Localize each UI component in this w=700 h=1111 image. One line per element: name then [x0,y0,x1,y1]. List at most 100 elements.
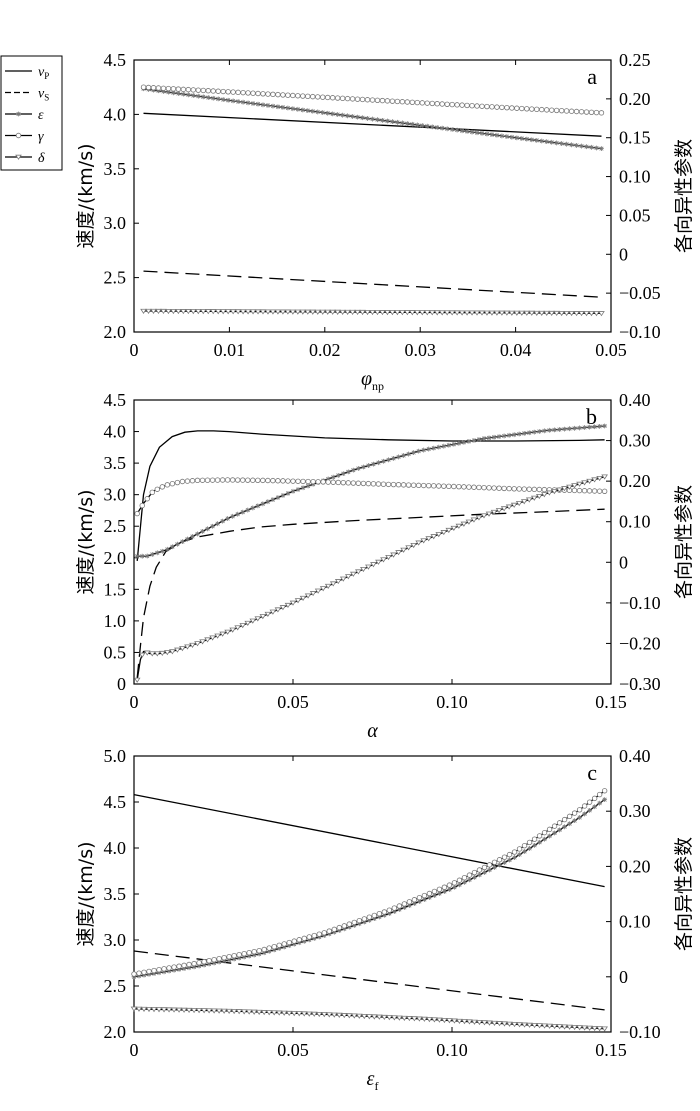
series-marker-80 [536,486,542,493]
series-marker-67 [467,877,472,883]
series-marker-35 [314,309,322,315]
series-marker-92 [598,311,605,317]
series-marker-47 [370,562,377,568]
series-marker-15 [209,635,216,641]
series-δ [130,1006,608,1032]
series-marker-87 [566,1024,573,1030]
series-marker-63 [454,102,460,108]
series-marker-50 [385,554,392,561]
series-marker-27 [275,104,281,110]
series-marker-32 [290,1011,298,1017]
series-marker-20 [240,99,246,105]
series-marker-77 [524,106,530,112]
series-marker-55 [414,99,420,106]
series-marker-25 [255,1009,263,1015]
series-marker-68 [472,874,477,880]
series-marker-85 [561,486,568,492]
series-marker-34 [301,938,307,944]
series-marker-67 [466,872,473,878]
series-marker-89 [576,1025,583,1031]
series-marker-31 [285,1010,293,1017]
series-marker-25 [260,501,266,507]
series-marker-56 [415,482,422,489]
series-marker-6 [164,482,171,488]
series-marker-10 [189,309,197,315]
series-marker-71 [486,862,493,868]
series-marker-33 [304,309,312,315]
series-marker-36 [315,479,321,485]
series-marker-55 [414,122,420,128]
series-marker-1 [145,84,152,91]
series-marker-92 [598,110,605,116]
series-marker-62 [449,101,455,108]
series-marker-36 [311,932,317,939]
series-marker-17 [224,309,232,315]
series-marker-89 [581,480,588,486]
series-marker-22 [241,954,247,960]
series-marker-15 [206,958,212,964]
series-marker-1 [139,502,145,509]
series-marker-20 [234,625,242,631]
series-marker-72 [496,485,502,491]
legend: vP vS εγδ [0,55,63,171]
series-vP [133,793,605,888]
series-marker-6 [160,1007,168,1013]
series-marker-61 [443,310,451,316]
series-marker-45 [364,97,371,103]
series-marker-83 [551,427,557,433]
series-marker-21 [245,90,251,96]
series-marker-27 [270,477,276,484]
series-marker-62 [445,527,453,534]
y-tick-label: 2.0 [104,322,127,342]
series-marker-53 [404,310,411,316]
series-marker-13 [196,960,202,966]
series-marker-63 [446,882,453,888]
series-marker-90 [586,488,593,494]
series-marker-84 [557,427,562,432]
series-marker-49 [380,481,387,487]
series-marker-17 [219,477,226,483]
series-marker-20 [235,511,241,517]
series-marker-29 [280,478,286,484]
series-marker-54 [406,451,412,457]
series-marker-62 [446,483,452,490]
series-marker-58 [421,1016,428,1022]
series-marker-33 [305,93,311,100]
series-vS [136,508,605,678]
series-marker-11 [185,1007,193,1014]
series-marker-85 [563,108,570,114]
series-marker-24 [260,91,266,97]
series-marker-48 [380,117,385,123]
y2-axis-label: 各向异性参数 [673,837,695,951]
series-marker-9 [176,966,182,972]
series-marker-39 [326,928,332,934]
series-marker-69 [481,436,487,441]
series-marker-0 [15,154,22,160]
series-marker-48 [379,97,386,104]
series-marker-22 [249,309,257,315]
x-tick-label: 0 [130,1040,139,1060]
series-marker-26 [270,91,276,98]
series-marker-38 [329,309,337,315]
series-marker-38 [324,583,332,589]
y2-axis-label: 各向异性参数 [673,485,695,599]
series-marker-9 [185,92,191,98]
series-marker-52 [396,454,401,460]
series-marker-75 [507,857,512,863]
series-marker-7 [169,544,175,550]
series-line-δ [136,476,605,681]
series-marker-64 [459,102,465,108]
series-marker-34 [309,309,317,315]
series-marker-83 [547,833,552,839]
series-marker-0 [140,308,147,314]
series-marker-10 [190,93,196,98]
series-marker-37 [320,479,326,485]
series-marker-66 [466,438,472,444]
series-marker-56 [411,897,418,903]
series-marker-28 [280,92,286,98]
series-marker-30 [285,490,291,496]
series-marker-13 [205,95,211,100]
series-marker-27 [270,497,276,503]
series-marker-64 [459,128,465,134]
y2-tick-label: −0.10 [619,593,661,613]
